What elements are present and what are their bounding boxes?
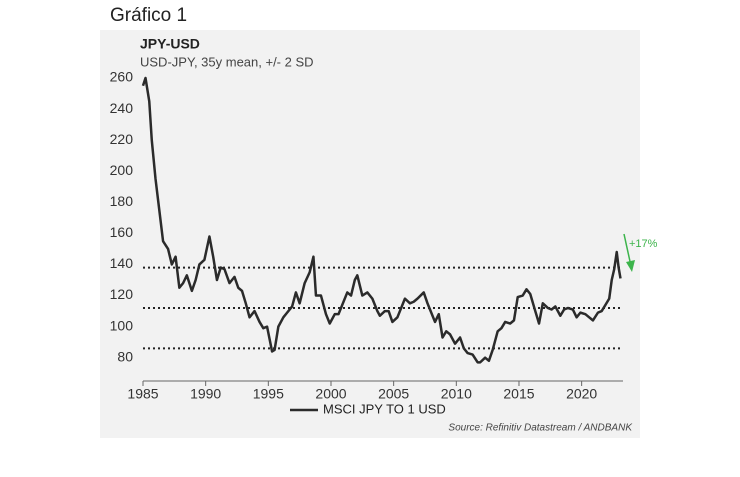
y-tick-label: 160 [110,224,134,240]
y-tick-label: 100 [110,317,134,333]
legend-label: MSCI JPY TO 1 USD [323,401,446,416]
x-tick-label: 2010 [441,386,472,402]
x-tick-label: 2005 [378,386,409,402]
chart-panel [100,30,640,438]
y-tick-label: 120 [110,286,134,302]
y-tick-label: 240 [110,100,134,116]
x-tick-label: 1995 [253,386,284,402]
y-tick-label: 140 [110,255,134,271]
annotation-arrow [623,233,632,267]
source: Source: Refinitiv Datastream / ANDBANK [448,423,633,434]
y-tick-label: 260 [110,69,134,85]
chart-subtitle: USD-JPY, 35y mean, +/- 2 SD [140,54,314,69]
annotation: +17% [629,238,658,250]
y-tick-label: 180 [110,193,134,209]
figure-label: Gráfico 1 [110,5,187,26]
annotation-arrowhead [626,260,635,272]
x-tick-label: 1985 [127,386,158,402]
data-line [141,76,622,364]
x-tick-label: 2000 [315,386,346,402]
y-tick-label: 200 [110,162,134,178]
x-tick-label: 2020 [566,386,597,402]
y-tick-label: 220 [110,131,134,147]
y-tick-label: 80 [117,348,133,364]
chart-title: JPY-USD [140,36,200,52]
x-tick-label: 1990 [190,386,221,402]
x-tick-label: 2015 [503,386,534,402]
